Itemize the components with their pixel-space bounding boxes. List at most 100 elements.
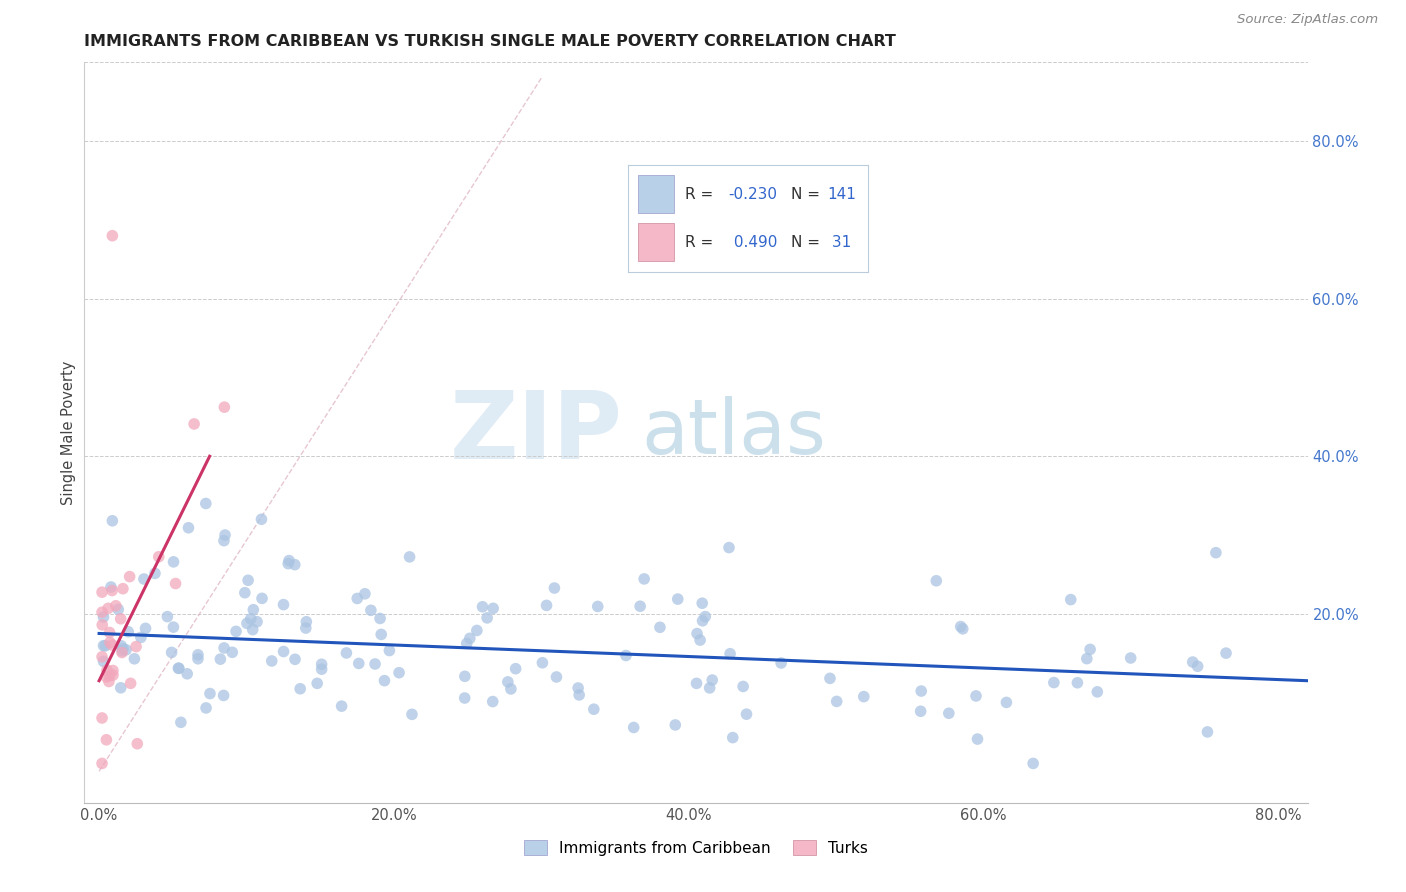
Point [198,687,221,701]
Point [212,640,235,655]
Text: IMMIGRANTS FROM CARIBBEAN VS TURKISH SINGLE MALE POVERTY CORRELATION CHART: IMMIGRANTS FROM CARIBBEAN VS TURKISH SIN… [84,34,896,49]
Point [543,581,565,595]
Point [124,652,146,666]
Point [628,599,651,614]
Point [818,671,841,685]
Point [1060,592,1083,607]
Point [295,615,318,629]
Point [278,553,301,567]
Point [582,702,605,716]
Point [568,688,591,702]
Point [236,616,259,631]
Point [101,228,124,243]
Point [162,555,184,569]
Point [370,627,392,641]
Point [242,603,264,617]
Point [347,657,370,671]
Point [125,640,148,654]
Point [96,732,118,747]
Point [165,576,187,591]
Point [212,533,235,548]
Point [176,666,198,681]
Point [214,400,236,414]
Point [273,598,295,612]
Point [91,585,114,599]
Point [633,572,655,586]
Point [1215,646,1237,660]
Point [531,656,554,670]
Point [91,605,114,619]
Point [966,732,988,747]
Text: -0.230: -0.230 [728,186,778,202]
Point [995,695,1018,709]
Point [368,611,391,625]
Text: 141: 141 [827,186,856,202]
Point [93,610,115,624]
Point [910,684,932,698]
Legend: Immigrants from Caribbean, Turks: Immigrants from Caribbean, Turks [517,834,875,862]
Point [156,609,179,624]
Point [373,673,395,688]
Point [465,624,488,638]
Point [354,587,377,601]
Point [98,669,121,683]
Text: atlas: atlas [641,396,825,469]
Point [160,645,183,659]
Point [183,417,205,431]
Point [177,521,200,535]
Point [695,609,717,624]
Point [195,701,218,715]
Point [290,681,312,696]
Point [482,601,505,615]
Point [330,699,353,714]
Point [209,652,232,666]
Point [143,566,166,581]
Point [110,612,132,626]
Text: ZIP: ZIP [450,386,623,479]
Point [167,661,190,675]
Point [481,695,503,709]
Point [718,647,741,661]
Point [294,621,316,635]
Point [335,646,357,660]
Point [471,599,494,614]
Point [101,638,124,652]
Point [925,574,948,588]
Point [233,585,256,599]
Point [401,707,423,722]
Point [346,591,368,606]
Point [770,656,793,670]
Point [475,611,498,625]
Point [225,624,247,639]
Point [1119,651,1142,665]
Point [100,580,122,594]
Text: 0.490: 0.490 [728,235,778,250]
Point [187,652,209,666]
Point [505,662,527,676]
Point [1043,675,1066,690]
Point [98,635,121,649]
Point [614,648,637,663]
FancyBboxPatch shape [637,223,673,261]
Point [111,646,134,660]
Point [212,689,235,703]
Point [307,676,329,690]
Point [699,681,721,695]
Point [360,603,382,617]
Point [135,621,157,635]
Point [93,639,115,653]
Point [242,623,264,637]
Point [398,549,420,564]
Point [311,662,333,676]
Point [721,731,744,745]
Point [101,668,124,682]
Point [97,674,120,689]
Point [129,631,152,645]
Point [284,652,307,666]
Point [1066,675,1088,690]
Point [250,512,273,526]
Point [115,642,138,657]
Point [101,514,124,528]
Point [1085,685,1108,699]
Point [239,612,262,626]
